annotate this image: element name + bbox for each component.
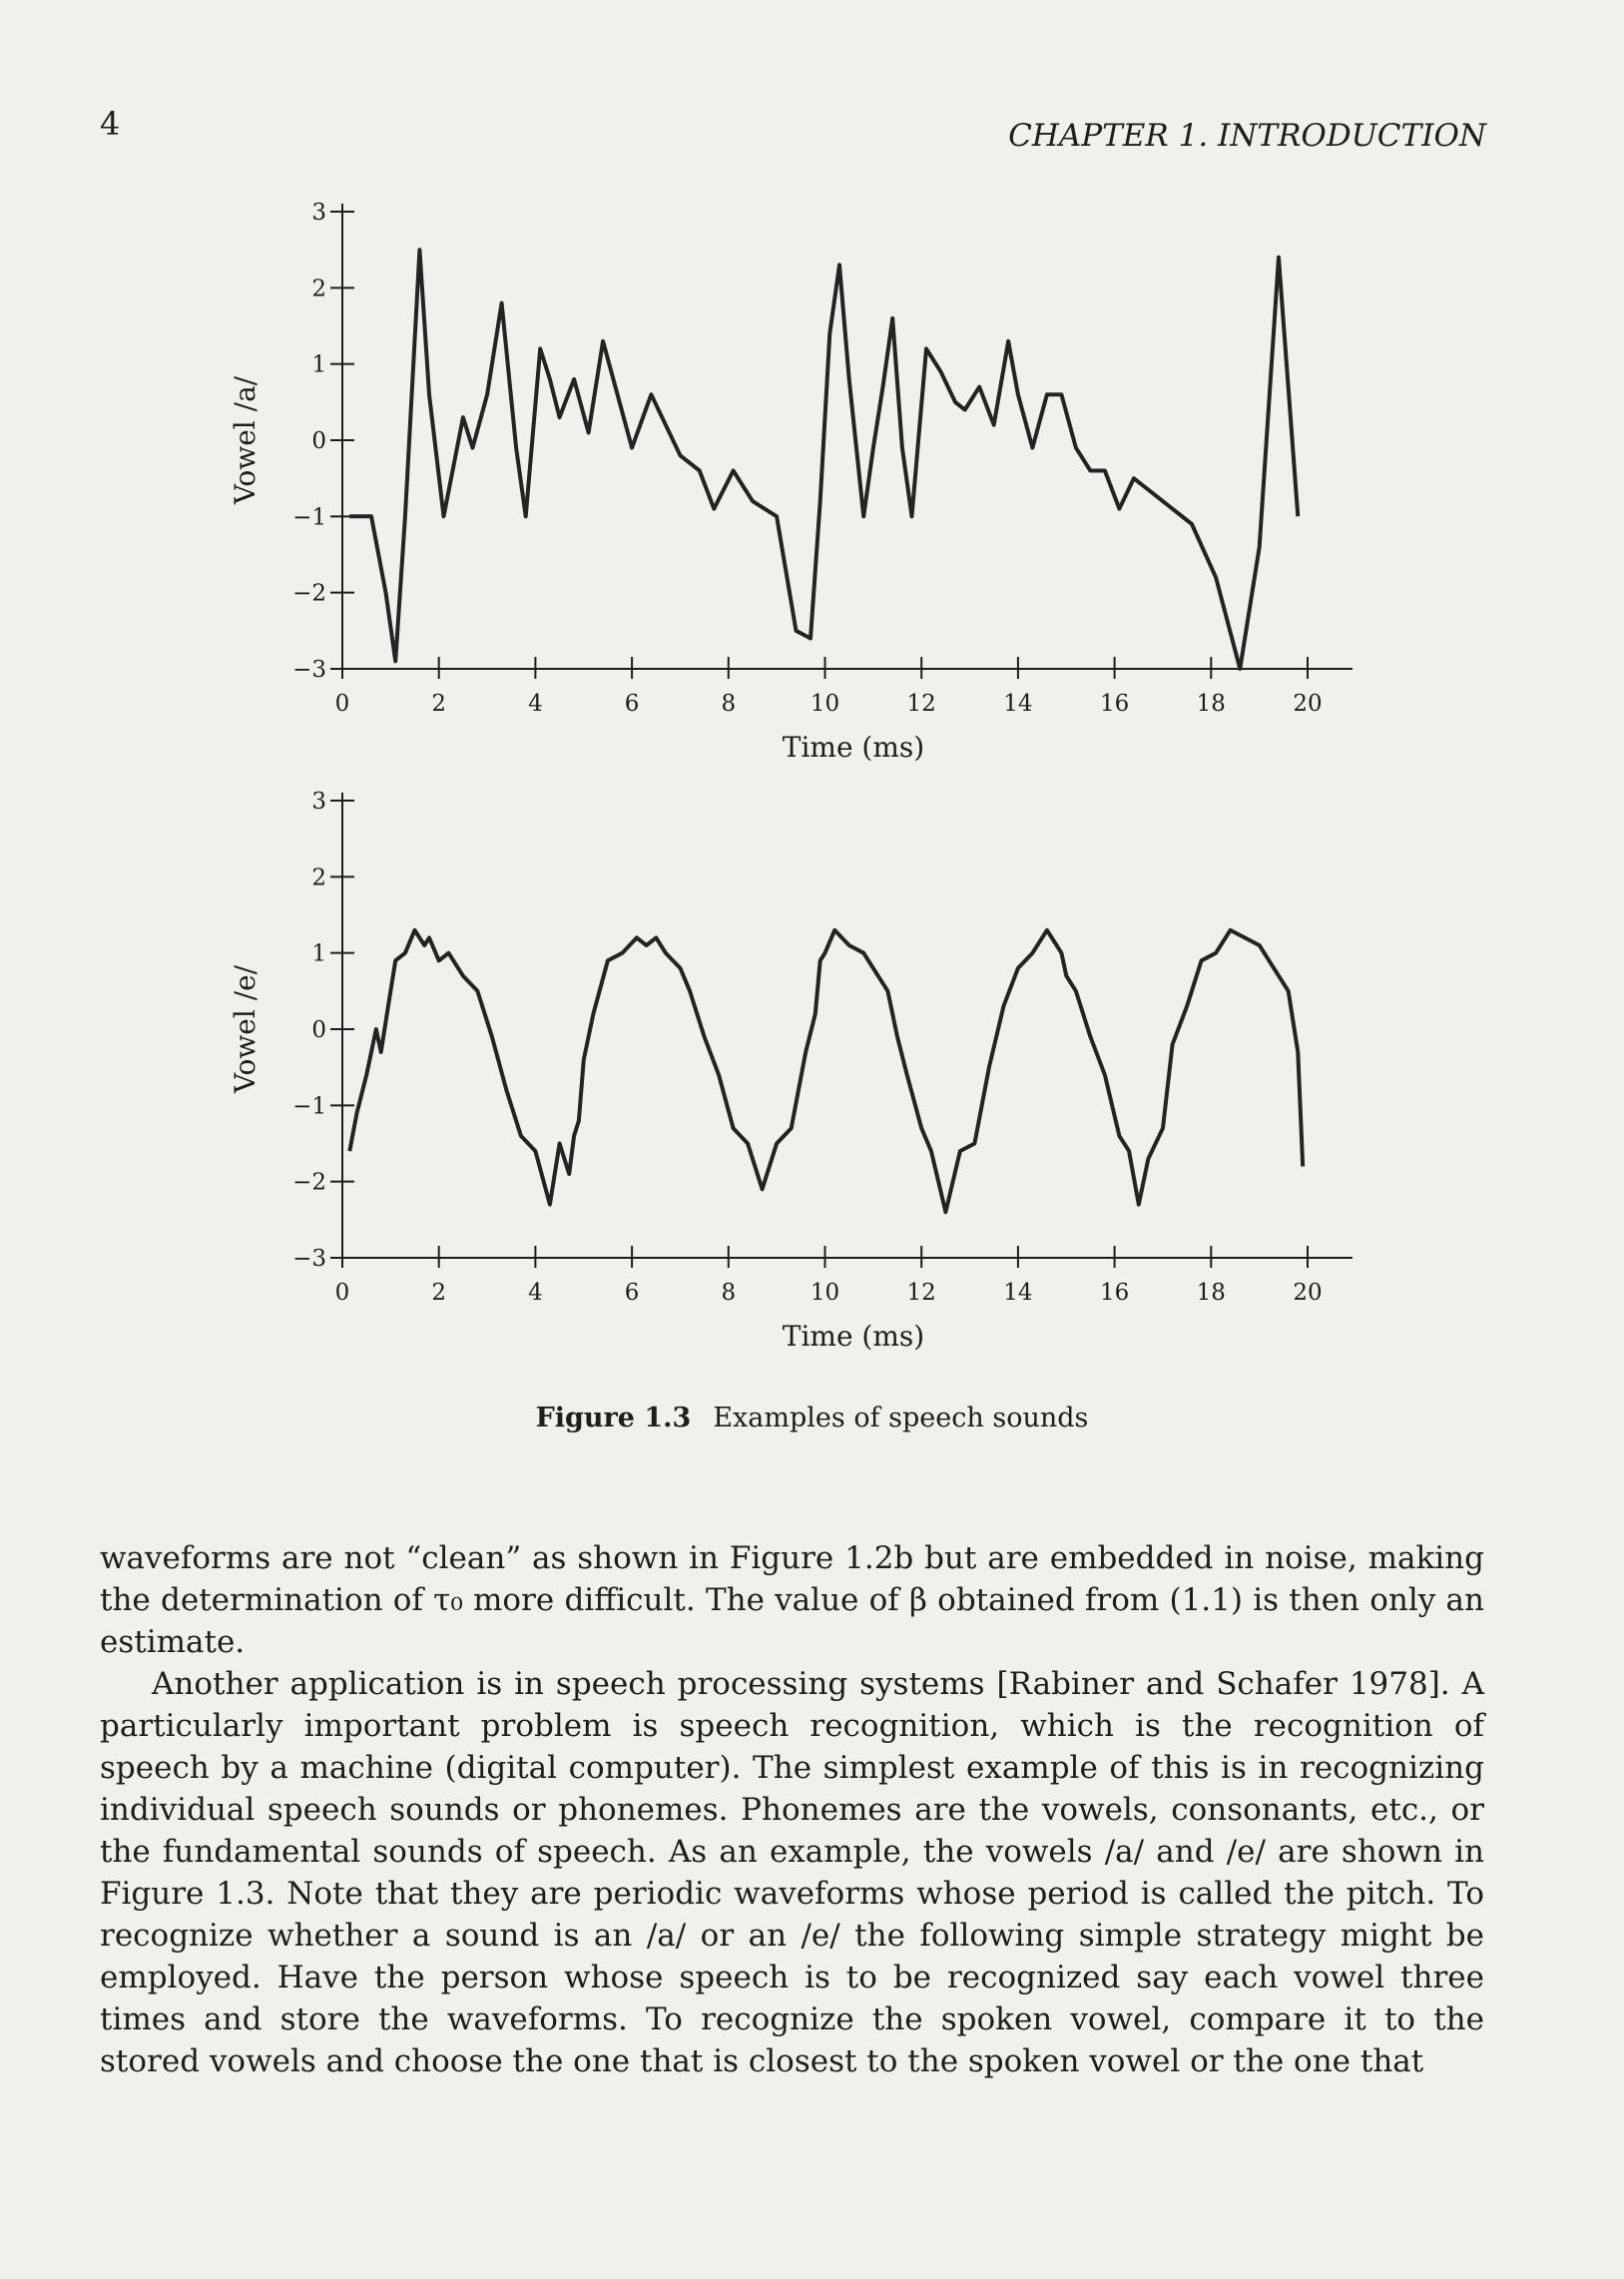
waveform-line <box>347 927 1306 1215</box>
x-tick-label: 20 <box>1293 1280 1322 1306</box>
x-tick-label: 10 <box>811 691 839 717</box>
body-text: waveforms are not “clean” as shown in Fi… <box>100 1537 1484 2082</box>
page-number: 4 <box>100 105 121 143</box>
x-tick-label: 6 <box>625 691 640 717</box>
y-tick-label: 3 <box>311 200 326 226</box>
y-tick-label: 2 <box>311 276 326 301</box>
x-axis-title: Time (ms) <box>783 731 924 764</box>
x-tick-label: 0 <box>335 1280 350 1306</box>
x-tick-label: 16 <box>1100 691 1129 717</box>
y-tick-label: 0 <box>311 1017 326 1043</box>
x-tick-label: 20 <box>1293 691 1322 717</box>
x-tick-label: 2 <box>431 691 446 717</box>
y-axis-title: Vowel /a/ <box>229 375 262 505</box>
x-tick-label: 4 <box>528 1280 543 1306</box>
x-tick-label: 8 <box>721 1280 736 1306</box>
x-tick-label: 16 <box>1100 1280 1129 1306</box>
y-tick-label: −1 <box>292 1093 326 1119</box>
y-tick-label: −2 <box>292 581 326 607</box>
x-axis-title: Time (ms) <box>783 1320 924 1353</box>
waveform-line <box>349 248 1301 671</box>
x-tick-label: 12 <box>907 691 936 717</box>
y-axis-title: Vowel /e/ <box>229 964 262 1094</box>
x-tick-label: 6 <box>625 1280 640 1306</box>
y-tick-label: −2 <box>292 1170 326 1196</box>
figure-title: Examples of speech sounds <box>713 1403 1089 1433</box>
x-tick-label: 8 <box>721 691 736 717</box>
figure-label: Figure 1.3 <box>535 1403 692 1433</box>
y-tick-label: 3 <box>311 789 326 815</box>
y-tick-label: −3 <box>292 657 326 683</box>
figure-caption: Figure 1.3 Examples of speech sounds <box>0 1403 1624 1433</box>
running-head: CHAPTER 1. INTRODUCTION <box>1008 118 1486 154</box>
x-tick-label: 14 <box>1003 1280 1032 1306</box>
x-tick-label: 4 <box>528 691 543 717</box>
x-tick-label: 12 <box>907 1280 936 1306</box>
y-tick-label: 1 <box>311 352 326 378</box>
paragraph-2: Another application is in speech process… <box>100 1666 1484 2079</box>
x-tick-label: 10 <box>811 1280 839 1306</box>
x-tick-label: 18 <box>1197 691 1226 717</box>
y-tick-label: −3 <box>292 1246 326 1272</box>
paragraph-1: waveforms are not “clean” as shown in Fi… <box>100 1540 1484 1660</box>
y-tick-label: −1 <box>292 504 326 530</box>
x-tick-label: 0 <box>335 691 350 717</box>
x-tick-label: 18 <box>1197 1280 1226 1306</box>
y-tick-label: 1 <box>311 941 326 967</box>
x-tick-label: 14 <box>1003 691 1032 717</box>
y-tick-label: 0 <box>311 428 326 454</box>
x-tick-label: 2 <box>431 1280 446 1306</box>
y-tick-label: 2 <box>311 864 326 890</box>
